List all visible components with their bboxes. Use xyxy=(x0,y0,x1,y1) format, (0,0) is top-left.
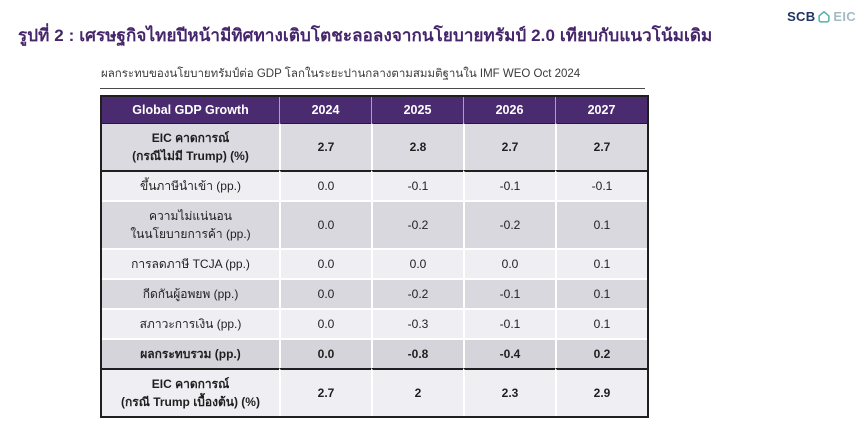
cell-value: 0.2 xyxy=(555,338,647,368)
row-label: การลดภาษี TCJA (pp.) xyxy=(102,248,279,278)
cell-value: 0.0 xyxy=(279,200,371,248)
cell-value: -0.2 xyxy=(463,200,555,248)
cell-value: 0.1 xyxy=(555,308,647,338)
logo-scb-text: SCB xyxy=(787,9,816,24)
table-row-tcja-tax-cut: การลดภาษี TCJA (pp.) 0.0 0.0 0.0 0.1 xyxy=(102,248,647,278)
table-row-eic-baseline: EIC คาดการณ์ (กรณีไม่มี Trump) (%) 2.7 2… xyxy=(102,123,647,170)
cell-value: -0.1 xyxy=(555,170,647,200)
cell-value: -0.2 xyxy=(371,278,463,308)
column-header-year: 2025 xyxy=(371,97,463,123)
cell-value: 0.0 xyxy=(279,338,371,368)
header-row: Global GDP Growth 2024 2025 2026 2027 xyxy=(102,97,647,123)
cell-value: 0.0 xyxy=(279,170,371,200)
cell-value: 2.3 xyxy=(463,368,555,416)
table-row-total-impact: ผลกระทบรวม (pp.) 0.0 -0.8 -0.4 0.2 xyxy=(102,338,647,368)
cell-value: 2 xyxy=(371,368,463,416)
scb-home-icon xyxy=(818,10,831,23)
scb-eic-logo: SCB EIC xyxy=(787,9,856,24)
table-row-import-tariff: ขึ้นภาษีนำเข้า (pp.) 0.0 -0.1 -0.1 -0.1 xyxy=(102,170,647,200)
row-label: สภาวะการเงิน (pp.) xyxy=(102,308,279,338)
cell-value: 0.1 xyxy=(555,278,647,308)
column-header-year: 2026 xyxy=(463,97,555,123)
table-row-eic-trump-scenario: EIC คาดการณ์ (กรณี Trump เบื้องต้น) (%) … xyxy=(102,368,647,416)
row-label: EIC คาดการณ์ (กรณี Trump เบื้องต้น) (%) xyxy=(102,368,279,416)
table-row-trade-policy-uncertainty: ความไม่แน่นอน ในนโยบายการค้า (pp.) 0.0 -… xyxy=(102,200,647,248)
table-row-immigration-restriction: กีดกันผู้อพยพ (pp.) 0.0 -0.2 -0.1 0.1 xyxy=(102,278,647,308)
cell-value: 0.0 xyxy=(463,248,555,278)
cell-value: 0.0 xyxy=(279,308,371,338)
cell-value: -0.1 xyxy=(463,278,555,308)
cell-value: 0.0 xyxy=(371,248,463,278)
row-label: ความไม่แน่นอน ในนโยบายการค้า (pp.) xyxy=(102,200,279,248)
row-label: EIC คาดการณ์ (กรณีไม่มี Trump) (%) xyxy=(102,123,279,170)
cell-value: 2.7 xyxy=(279,123,371,170)
gdp-impact-table: Global GDP Growth 2024 2025 2026 2027 EI… xyxy=(100,95,649,418)
row-label: กีดกันผู้อพยพ (pp.) xyxy=(102,278,279,308)
logo-eic-text: EIC xyxy=(833,9,856,24)
column-header-year: 2024 xyxy=(279,97,371,123)
top-bar: รูปที่ 2 : เศรษฐกิจไทยปีหน้ามีทิศทางเติบ… xyxy=(0,0,868,49)
cell-value: 0.0 xyxy=(279,248,371,278)
cell-value: -0.2 xyxy=(371,200,463,248)
cell-value: 2.7 xyxy=(463,123,555,170)
cell-value: 2.8 xyxy=(371,123,463,170)
cell-value: -0.1 xyxy=(371,170,463,200)
column-header-year: 2027 xyxy=(555,97,647,123)
figure-title: รูปที่ 2 : เศรษฐกิจไทยปีหน้ามีทิศทางเติบ… xyxy=(18,26,713,45)
table-caption: ผลกระทบของนโยบายทรัมป์ต่อ GDP โลกในระยะป… xyxy=(100,65,645,89)
cell-value: -0.4 xyxy=(463,338,555,368)
row-label: ผลกระทบรวม (pp.) xyxy=(102,338,279,368)
cell-value: 2.7 xyxy=(279,368,371,416)
table-row-financial-conditions: สภาวะการเงิน (pp.) 0.0 -0.3 -0.1 0.1 xyxy=(102,308,647,338)
figure-area: ผลกระทบของนโยบายทรัมป์ต่อ GDP โลกในระยะป… xyxy=(100,65,649,418)
cell-value: -0.1 xyxy=(463,308,555,338)
cell-value: -0.3 xyxy=(371,308,463,338)
cell-value: 2.7 xyxy=(555,123,647,170)
cell-value: -0.1 xyxy=(463,170,555,200)
cell-value: 0.1 xyxy=(555,200,647,248)
cell-value: 0.0 xyxy=(279,278,371,308)
cell-value: -0.8 xyxy=(371,338,463,368)
cell-value: 0.1 xyxy=(555,248,647,278)
row-label: ขึ้นภาษีนำเข้า (pp.) xyxy=(102,170,279,200)
column-header-metric: Global GDP Growth xyxy=(102,97,279,123)
cell-value: 2.9 xyxy=(555,368,647,416)
